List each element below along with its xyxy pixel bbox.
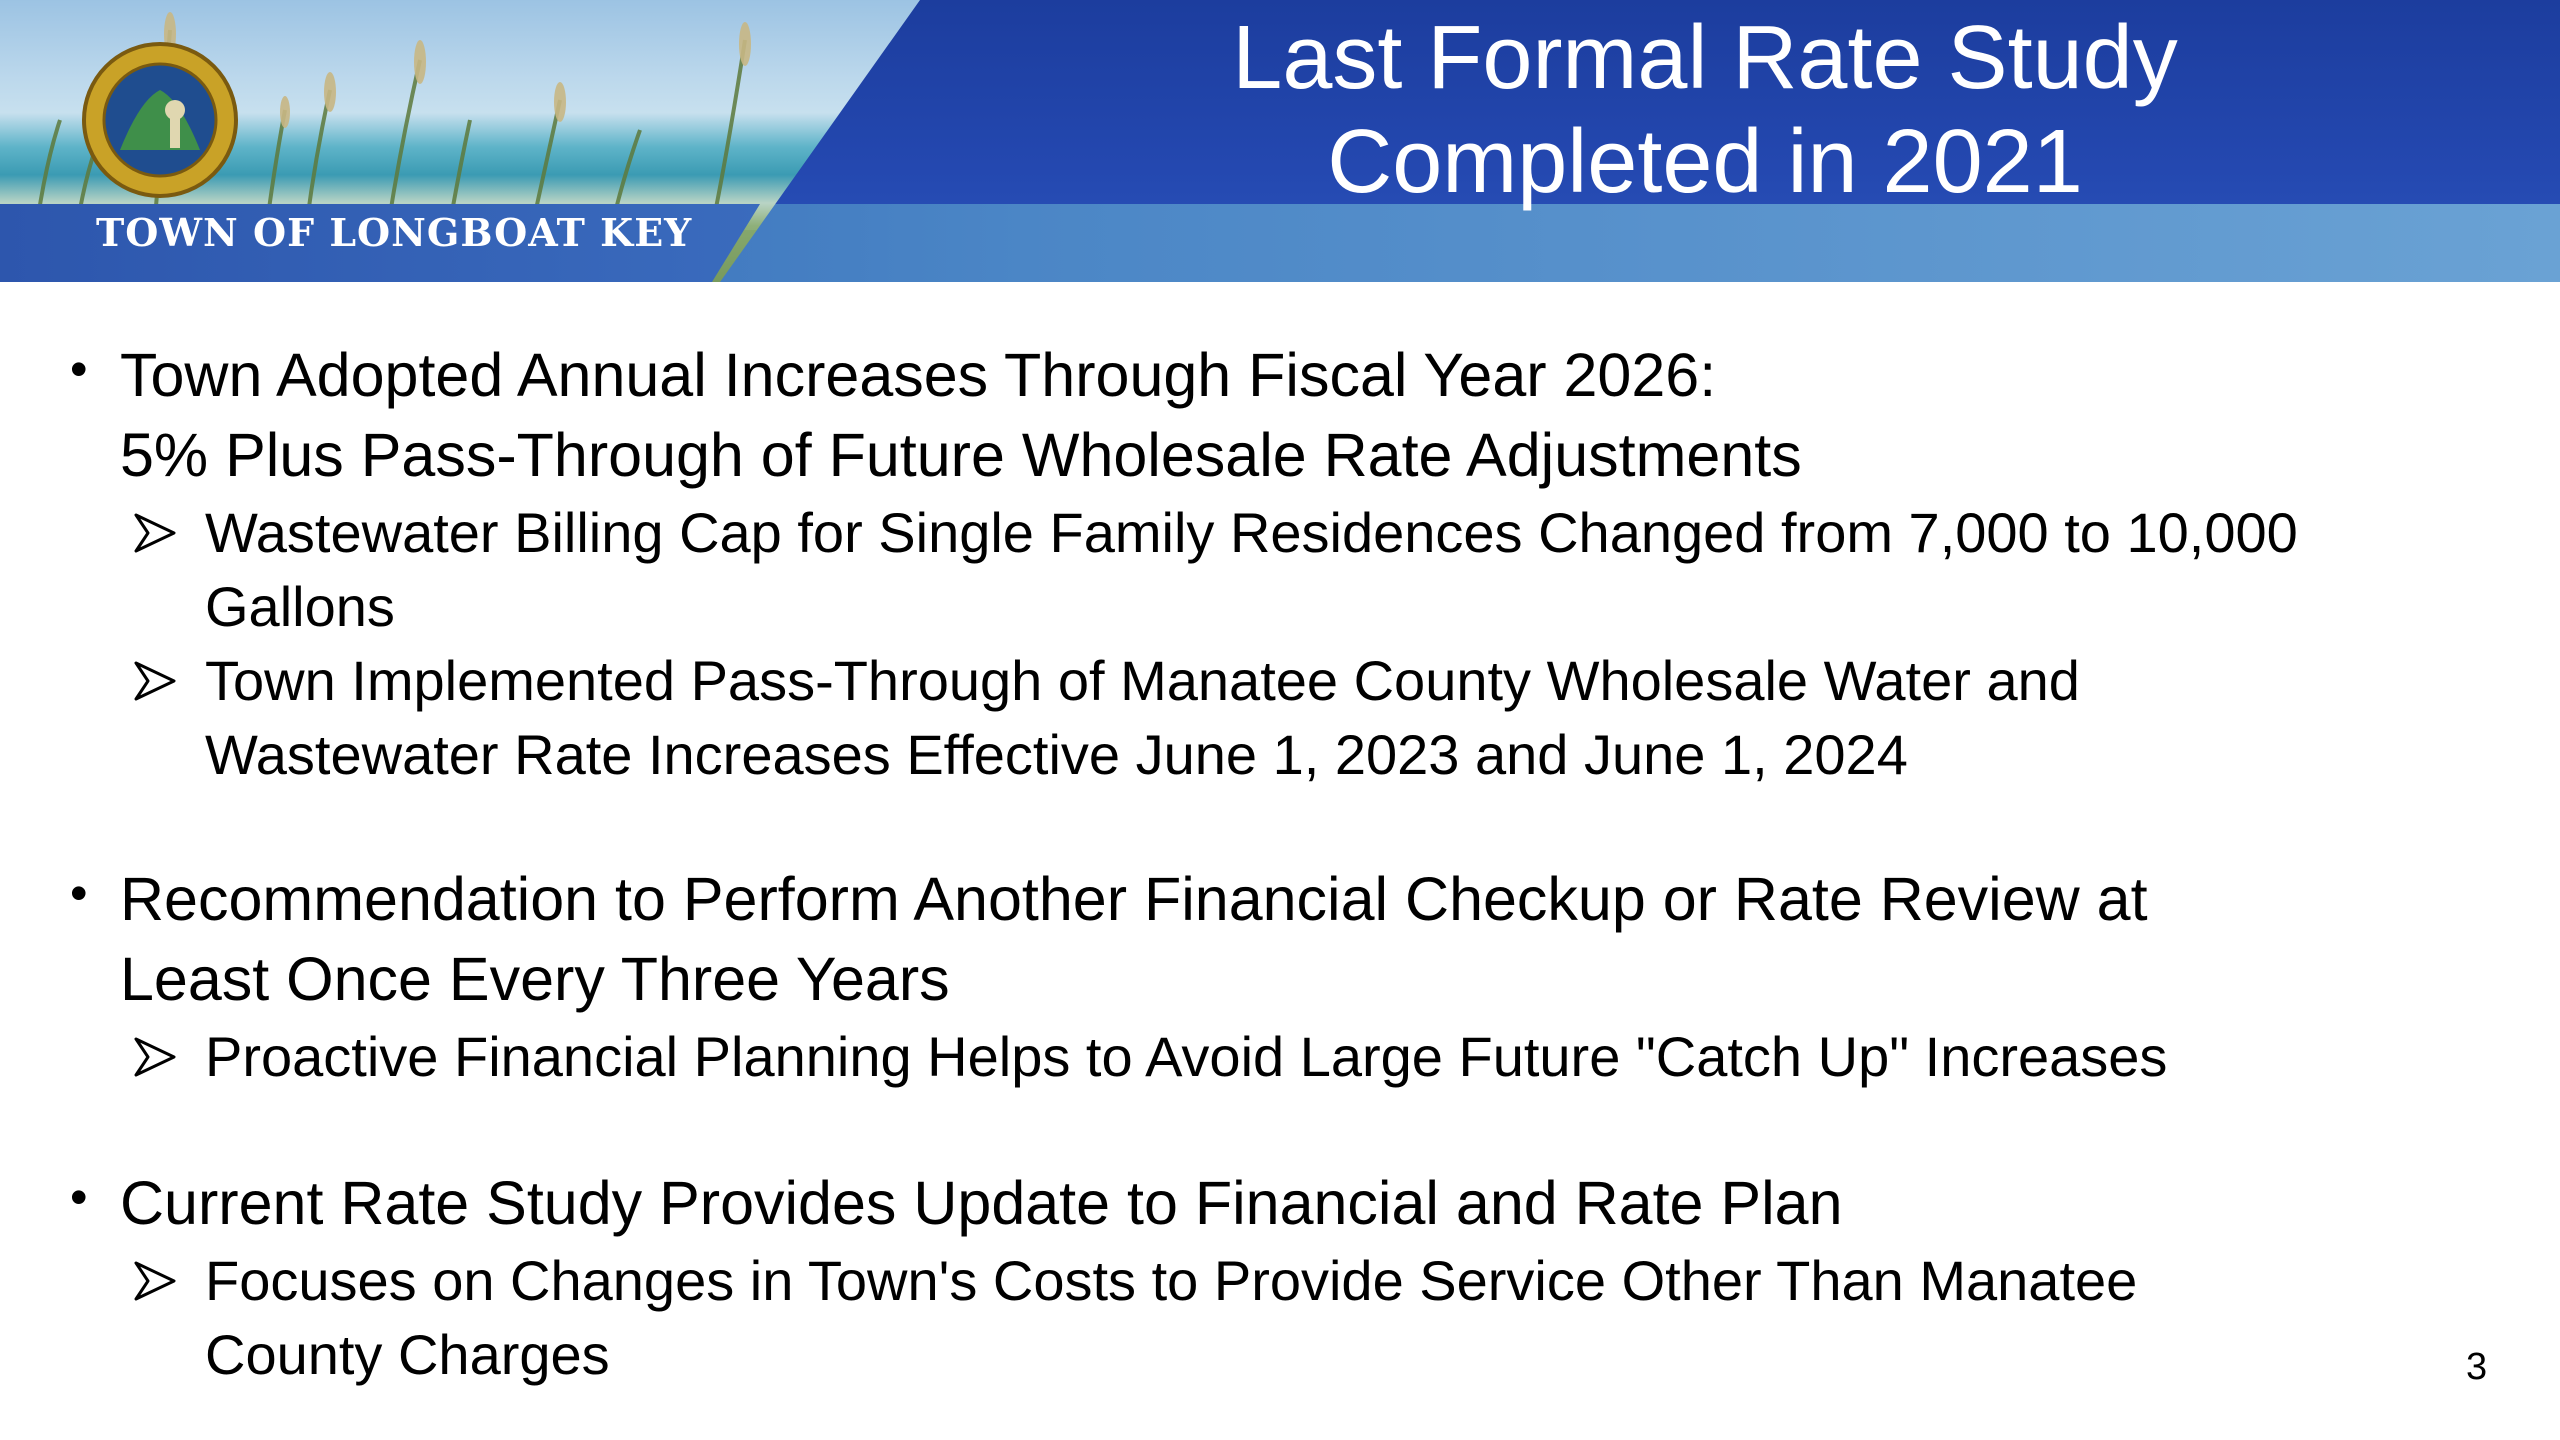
sub-bullet-1-1-line-1: Wastewater Billing Cap for Single Family… [205,501,2298,564]
bullet-1-line-1: Town Adopted Annual Increases Through Fi… [120,341,1717,409]
bullet-3-line-1: Current Rate Study Provides Update to Fi… [120,1169,1843,1237]
arrowhead-bullet-icon [134,1037,176,1077]
title-line-2: Completed in 2021 [1327,112,2083,212]
title-line-1: Last Formal Rate Study [1232,8,2178,108]
arrowhead-bullet-icon [134,1261,176,1301]
town-name-bar [0,204,760,282]
slide-title: Last Formal Rate Study Completed in 2021 [1100,6,2310,214]
sub-bullet-3-1-line-1: Focuses on Changes in Town's Costs to Pr… [205,1249,2138,1312]
bullet-2-line-1: Recommendation to Perform Another Financ… [120,865,2148,933]
header-banner: TOWN OF LONGBOAT KEY Last Formal Rate St… [0,0,2560,282]
sub-bullet-2-1-line-1: Proactive Financial Planning Helps to Av… [205,1025,2168,1088]
bullet-1-line-2: 5% Plus Pass-Through of Future Wholesale… [120,421,1802,489]
bullet-dot: • [70,865,88,921]
bullet-dot: • [70,341,88,397]
town-seal-icon [82,42,238,198]
town-name: TOWN OF LONGBOAT KEY [96,210,693,255]
sub-bullet-1-2-line-2: Wastewater Rate Increases Effective June… [205,723,1908,786]
bullet-dot: • [70,1169,88,1225]
sub-bullet-1-2-line-1: Town Implemented Pass-Through of Manatee… [205,649,2080,712]
sub-bullet-1-1-line-2: Gallons [205,575,395,638]
arrowhead-bullet-icon [134,661,176,701]
sub-bullet-3-1-line-2: County Charges [205,1323,610,1386]
bullet-2-line-2: Least Once Every Three Years [120,945,950,1013]
page-number: 3 [2466,1346,2488,1388]
arrowhead-bullet-icon [134,513,176,553]
